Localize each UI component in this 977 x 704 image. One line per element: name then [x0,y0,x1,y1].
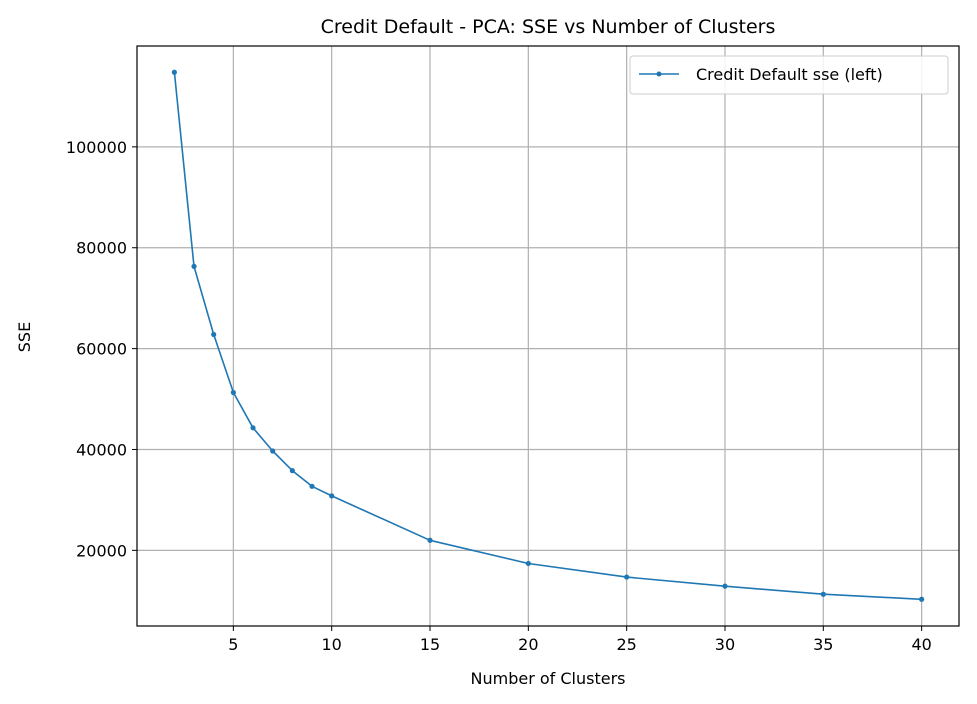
data-point [250,425,256,431]
plot-frame [136,45,960,627]
series-group [171,69,925,602]
data-point [820,591,826,597]
data-point [427,537,433,543]
y-tick-label: 60000 [76,340,127,359]
x-tick-label: 40 [911,635,931,654]
y-tick-label: 20000 [76,541,127,560]
data-point [919,596,925,602]
x-tick-label: 30 [715,635,735,654]
x-axis-title: Number of Clusters [471,669,626,688]
y-tick-label: 40000 [76,440,127,459]
x-tick-label: 20 [518,635,538,654]
data-point [329,493,335,499]
x-tick-label: 25 [616,635,636,654]
data-point [289,468,295,474]
legend-box [629,55,949,95]
x-axis-ticks: 5 10 15 20 25 30 35 40 [228,626,932,654]
y-tick-label: 80000 [76,239,127,258]
x-tick-label: 15 [420,635,440,654]
data-point [525,560,531,567]
legend-label: Credit Default sse (left) [696,65,883,84]
x-tick-label: 10 [322,635,342,654]
data-point [722,583,728,589]
series-layer [171,69,925,602]
data-point [171,69,177,75]
data-point [230,389,236,396]
y-axis-ticks: 20000 40000 60000 80000 100000 [66,138,137,560]
data-point [191,263,197,269]
data-point [309,483,315,489]
legend-marker-sample [656,71,662,77]
chart-title: Credit Default - PCA: SSE vs Number of C… [321,16,776,38]
x-tick-label: 35 [813,635,833,654]
data-point [624,574,630,580]
y-tick-label: 100000 [66,138,127,157]
data-point [270,448,276,454]
y-axis-title: SSE [15,322,34,352]
x-tick-label: 5 [228,635,238,654]
legend: Credit Default sse (left) [629,55,949,95]
data-point [211,331,217,338]
grid [137,46,959,626]
